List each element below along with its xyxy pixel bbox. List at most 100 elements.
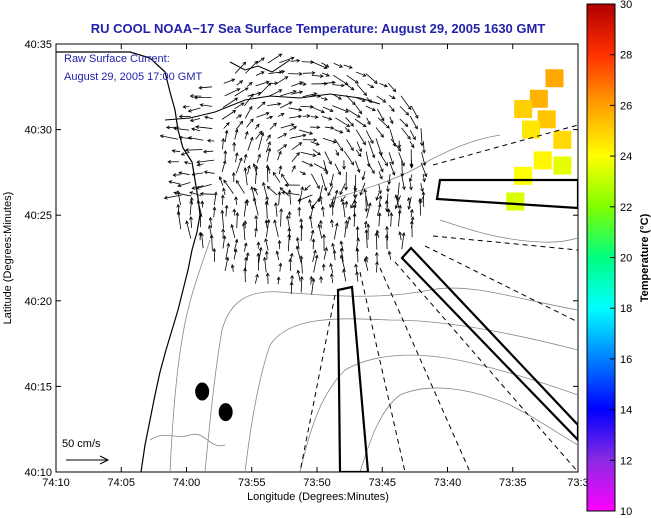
current-vector	[355, 270, 359, 282]
current-vector	[255, 130, 263, 140]
current-vector	[277, 113, 285, 117]
buoy-marker	[195, 382, 210, 401]
current-vector	[195, 184, 212, 190]
current-vector	[256, 112, 270, 118]
current-vector	[313, 254, 319, 273]
current-vector	[365, 73, 378, 84]
current-vector	[273, 219, 279, 238]
current-vector	[177, 181, 191, 188]
current-vector	[321, 205, 325, 217]
x-tick-label: 73:45	[368, 477, 396, 489]
current-vector	[398, 152, 405, 167]
current-vector	[350, 194, 358, 209]
current-vector	[409, 182, 413, 191]
colorbar-tick-label: 20	[620, 253, 632, 265]
current-vector	[401, 173, 406, 191]
buoys	[195, 382, 233, 422]
current-vector	[187, 136, 204, 141]
current-vector	[364, 195, 369, 213]
colorbar-tick-label: 10	[620, 506, 632, 518]
current-vector	[291, 152, 300, 163]
current-vector	[203, 170, 215, 175]
current-vector	[356, 141, 362, 153]
current-vector	[277, 133, 288, 139]
current-vector	[384, 234, 389, 250]
x-tick-label: 73:50	[303, 477, 331, 489]
y-tick-label: 40:30	[24, 125, 52, 137]
current-vector	[302, 92, 318, 98]
current-vector	[385, 225, 389, 241]
current-vector	[355, 160, 361, 173]
current-vector	[355, 247, 360, 263]
current-vector	[224, 204, 229, 217]
current-vector	[355, 237, 360, 251]
current-vector	[375, 229, 380, 239]
current-vector	[243, 220, 248, 229]
current-vector	[344, 82, 355, 91]
current-vector	[167, 159, 180, 164]
current-vector	[408, 174, 413, 183]
current-vector	[377, 117, 390, 129]
current-vector	[289, 133, 307, 139]
current-vector	[235, 179, 245, 194]
current-vector	[367, 83, 375, 89]
current-vector	[244, 130, 249, 140]
sst-patch	[537, 110, 556, 129]
current-vector	[364, 229, 369, 249]
current-vector	[208, 216, 213, 228]
scale-arrow	[66, 455, 110, 465]
current-vector	[332, 83, 345, 88]
current-vector	[266, 147, 272, 162]
current-vector	[389, 212, 394, 227]
current-vector	[346, 75, 359, 84]
current-vector	[386, 185, 390, 193]
colorbar-tick-label: 12	[620, 455, 632, 467]
current-vector	[275, 250, 280, 260]
current-vector	[355, 225, 360, 240]
current-vector	[202, 149, 214, 154]
current-vector	[178, 171, 190, 176]
current-vector	[388, 94, 396, 99]
current-vector	[394, 194, 400, 208]
beam-dashed-7	[299, 294, 336, 472]
current-vector	[281, 190, 300, 196]
current-vector	[176, 203, 181, 217]
current-vector	[255, 80, 270, 87]
current-vector	[295, 245, 302, 263]
current-vector	[290, 58, 301, 63]
current-vector	[407, 196, 411, 207]
x-tick-label: 74:00	[173, 477, 201, 489]
x-axis-label: Longitude (Degrees:Minutes)	[247, 491, 389, 503]
current-vector	[335, 149, 339, 157]
current-vector	[289, 126, 298, 131]
x-tick-label: 73:35	[499, 477, 527, 489]
current-vector	[334, 138, 344, 152]
current-vector	[344, 219, 349, 238]
current-vector	[264, 250, 269, 260]
current-vector	[221, 137, 226, 150]
current-vector	[332, 249, 337, 261]
current-vector	[276, 76, 289, 84]
current-vector	[241, 222, 246, 241]
current-vector	[355, 129, 366, 146]
current-vector	[230, 264, 235, 272]
current-vector	[331, 242, 335, 251]
current-vector	[176, 190, 181, 206]
current-vector	[302, 114, 311, 118]
current-vector	[312, 149, 321, 156]
current-vector	[377, 203, 382, 216]
beam-dashed-5	[379, 267, 471, 472]
current-vector	[277, 150, 282, 161]
current-vector	[312, 249, 317, 263]
current-vector	[409, 115, 418, 130]
current-vector	[189, 216, 193, 228]
current-vector	[245, 60, 259, 74]
current-vector	[272, 171, 281, 183]
current-vector	[334, 129, 344, 134]
x-tick-label: 73:40	[434, 477, 462, 489]
current-vector	[375, 193, 380, 201]
current-vector	[223, 179, 234, 194]
current-vector	[220, 209, 225, 229]
current-vector	[267, 102, 282, 107]
current-vector	[279, 101, 293, 109]
